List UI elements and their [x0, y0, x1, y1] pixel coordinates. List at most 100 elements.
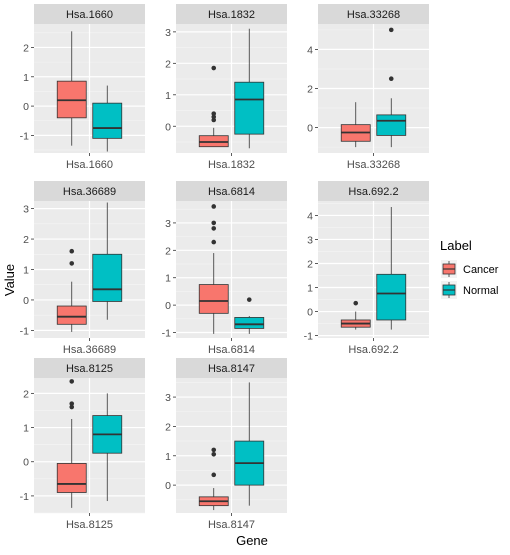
facet-title: Hsa.6814: [208, 186, 255, 198]
outlier-point: [69, 404, 75, 410]
y-tick-label: 0: [165, 121, 171, 133]
y-tick-label: 3: [165, 218, 171, 230]
x-axis-label: Gene: [236, 533, 268, 548]
outlier-point: [388, 76, 394, 82]
box-normal: [92, 102, 123, 139]
y-tick-label: 0: [23, 457, 29, 469]
x-tick-label: Hsa.692.2: [348, 344, 398, 356]
y-tick-label: 3: [165, 27, 171, 39]
facet-strip: [34, 358, 145, 378]
outlier-point: [211, 447, 217, 453]
facet-strip: [318, 181, 429, 201]
y-tick-label: 1: [165, 273, 171, 285]
facet-panel: Hsa.692.2 -1 0 1 2 3 4 Hsa.692.2: [304, 181, 429, 356]
outlier-point: [211, 114, 217, 120]
y-tick-label: 1: [23, 72, 29, 84]
y-tick-label: 2: [23, 42, 29, 54]
legend: Label Cancer Normal: [440, 238, 499, 299]
facet-title: Hsa.33268: [347, 9, 400, 21]
facet-strip: [34, 181, 145, 201]
y-tick-label: 0: [165, 300, 171, 312]
legend-entry-label: Cancer: [463, 264, 499, 276]
y-tick-label: 2: [165, 245, 171, 257]
box-normal: [234, 317, 265, 329]
x-tick-label: Hsa.33268: [347, 159, 400, 171]
y-tick-label: 1: [23, 265, 29, 277]
outlier-point: [69, 379, 75, 384]
y-tick-label: 0: [23, 101, 29, 113]
facet-title: Hsa.1660: [66, 9, 113, 21]
box-cancer: [198, 284, 229, 314]
facet-panel: Hsa.6814 -1 0 1 2 3 Hsa.6814: [162, 181, 287, 356]
y-tick-label: 2: [23, 234, 29, 246]
y-tick-label: 1: [165, 90, 171, 102]
facet-title: Hsa.36689: [63, 186, 116, 198]
y-tick-label: -1: [304, 331, 313, 343]
facet-title: Hsa.1832: [208, 9, 255, 21]
y-tick-label: -1: [162, 328, 171, 340]
y-tick-label: 1: [165, 451, 171, 463]
y-tick-label: 2: [307, 258, 313, 270]
y-tick-label: -1: [20, 325, 29, 337]
y-tick-label: 3: [23, 204, 29, 216]
y-tick-label: 4: [307, 210, 313, 222]
x-tick-label: Hsa.8147: [208, 519, 255, 531]
outlier-point: [211, 117, 217, 123]
box-normal: [376, 114, 407, 136]
y-axis-label: Value: [2, 264, 17, 296]
y-tick-label: 2: [165, 58, 171, 70]
y-tick-label: 3: [307, 234, 313, 246]
outlier-point: [211, 220, 217, 226]
facet-panel: Hsa.1660 -1 0 1 2 Hsa.1660: [20, 4, 145, 171]
outlier-point: [211, 226, 217, 231]
box-normal: [234, 81, 265, 135]
x-tick-label: Hsa.6814: [208, 344, 255, 356]
x-tick-label: Hsa.1832: [208, 159, 255, 171]
outlier-point: [211, 204, 217, 209]
y-tick-label: 3: [165, 392, 171, 404]
facet-panels: Hsa.1660-1012Hsa.1660Hsa.18320123Hsa.183…: [20, 4, 429, 531]
facet-title: Hsa.692.2: [348, 186, 398, 198]
facet-panel: Hsa.1832 0 1 2 3 Hsa.1832: [165, 4, 287, 171]
legend-entry-label: Normal: [463, 285, 498, 297]
outlier-point: [353, 300, 359, 306]
outlier-point: [69, 248, 75, 254]
y-tick-label: -1: [20, 130, 29, 142]
facet-title: Hsa.8125: [66, 363, 113, 375]
y-tick-label: 2: [307, 84, 313, 96]
x-tick-label: Hsa.8125: [66, 519, 113, 531]
box-normal: [376, 273, 407, 321]
outlier-point: [388, 27, 394, 33]
y-tick-label: 0: [307, 123, 313, 135]
box-cancer: [56, 305, 87, 325]
y-tick-label: 2: [165, 421, 171, 433]
facet-panel: Hsa.8125 -1 0 1 2 Hsa.8125: [20, 358, 145, 531]
facet-strip: [176, 358, 287, 378]
outlier-point: [211, 452, 217, 457]
y-tick-label: 0: [23, 295, 29, 307]
outlier-point: [69, 401, 75, 406]
y-tick-label: 4: [307, 44, 313, 56]
facet-strip: [176, 4, 287, 24]
box-cancer: [56, 463, 87, 493]
outlier-point: [211, 472, 217, 478]
legend-title: Label: [440, 238, 472, 253]
facet-panel: Hsa.33268 0 2 4 Hsa.33268: [307, 4, 429, 171]
y-tick-label: 0: [307, 307, 313, 319]
facet-title: Hsa.8147: [208, 363, 255, 375]
outlier-point: [211, 65, 217, 71]
facet-strip: [176, 181, 287, 201]
outlier-point: [69, 261, 75, 266]
outlier-point: [211, 239, 217, 245]
facet-panel: Hsa.36689 -1 0 1 2 3 Hsa.36689: [20, 181, 145, 356]
box-normal: [92, 253, 123, 302]
facet-strip: [34, 4, 145, 24]
x-tick-label: Hsa.36689: [63, 344, 116, 356]
x-tick-label: Hsa.1660: [66, 159, 113, 171]
y-tick-label: 1: [23, 423, 29, 435]
y-tick-label: -1: [20, 491, 29, 503]
outlier-point: [211, 111, 217, 116]
facet-strip: [318, 4, 429, 24]
